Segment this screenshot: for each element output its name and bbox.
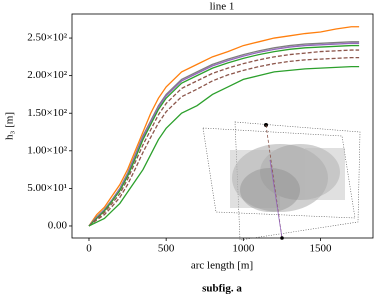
chart-title: line 1	[210, 1, 235, 13]
plot-frame	[71, 13, 374, 239]
x-tick-label: 1500	[310, 243, 333, 255]
x-tick-label: 500	[158, 243, 175, 255]
x-tick-label: 0	[86, 243, 92, 255]
series-line	[88, 44, 360, 227]
inset-volume	[202, 121, 361, 241]
y-tick-label: 1.50×10²	[27, 107, 67, 119]
plot-area: 0.00 5.00×10¹ 1.00×10² 1.50×10² 2.00×10² 2.50…	[27, 13, 374, 255]
x-axis-label: arc length [m]	[191, 260, 253, 272]
series-line	[88, 56, 360, 227]
series-line	[88, 65, 360, 227]
y-tick-label: 0.00	[48, 220, 68, 232]
y-tick-label: 2.00×10²	[27, 69, 67, 81]
series-line	[88, 42, 360, 227]
y-tick-label: 5.00×10¹	[27, 182, 67, 194]
series-line	[88, 26, 360, 227]
series-line	[88, 49, 360, 227]
y-axis-label: h₃ [m]	[4, 112, 16, 140]
y-tick-label: 2.50×10²	[27, 32, 67, 44]
caption: subfig. a	[202, 283, 242, 295]
x-tick-label: 1000	[232, 243, 255, 255]
y-tick-label: 1.00×10²	[27, 144, 67, 156]
